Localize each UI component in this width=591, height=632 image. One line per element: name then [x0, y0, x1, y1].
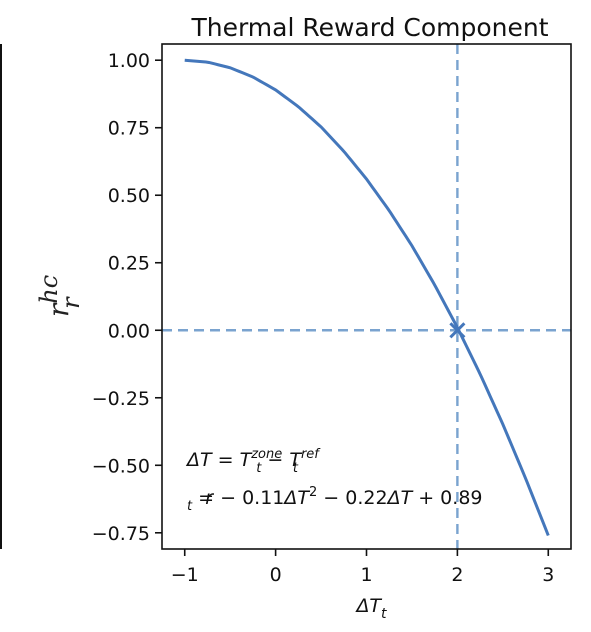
x-tick-label: 3 — [542, 564, 554, 586]
annotations: ΔT = Tzone t − Tref t rt = − 0.11ΔT2 − 0.22… — [185, 447, 483, 514]
y-tick-label: −0.25 — [92, 388, 150, 410]
plot-frame — [161, 43, 572, 550]
annotation-rt: rt = − 0.11ΔT2 − 0.22ΔT + 0.89 — [187, 485, 483, 514]
data-point — [365, 178, 368, 181]
data-point — [320, 126, 323, 129]
x-tick-label: 2 — [451, 564, 463, 586]
plot-area — [162, 44, 571, 549]
y-tick-label: −0.75 — [92, 523, 150, 545]
annotation-deltaT: ΔT = Tzone t − Tref t — [185, 447, 321, 476]
chart-title: Thermal Reward Component — [190, 13, 548, 42]
x-tick-label: 1 — [360, 564, 372, 586]
data-point — [547, 534, 550, 537]
data-point — [388, 209, 391, 212]
data-point — [433, 283, 436, 286]
axes: 1.00 0.75 0.50 0.25 0.00 −0.25 −0.50 −0.75 −1 0 1 2… — [35, 43, 572, 622]
left-border-line — [0, 44, 2, 549]
data-point — [297, 105, 300, 108]
y-axis-label-text: rhcr — [35, 275, 85, 317]
y-tick-label: 0.25 — [108, 253, 150, 275]
data-point — [183, 59, 186, 62]
x-tick-label: −1 — [171, 564, 199, 586]
series-line-0 — [184, 58, 550, 537]
marker-stroke — [449, 322, 466, 339]
data-point — [479, 373, 482, 376]
y-tick-label: 1.00 — [108, 50, 150, 72]
y-tick-label: 0.75 — [108, 118, 150, 140]
data-point — [251, 76, 254, 79]
data-point — [524, 477, 527, 480]
data-point — [411, 244, 414, 247]
x-axis-label: ΔTt — [354, 595, 387, 622]
data-point — [342, 150, 345, 153]
intersection-marker — [449, 322, 466, 339]
y-tick-label: −0.50 — [92, 455, 150, 477]
y-tick-label: 0.00 — [108, 320, 150, 342]
data-point — [274, 89, 277, 92]
y-axis-label: rhcr — [35, 275, 85, 317]
data-point — [501, 423, 504, 426]
data-point — [206, 61, 209, 64]
x-tick-label: 0 — [270, 564, 282, 586]
data-point — [229, 66, 232, 69]
y-tick-label: 0.50 — [108, 185, 150, 207]
